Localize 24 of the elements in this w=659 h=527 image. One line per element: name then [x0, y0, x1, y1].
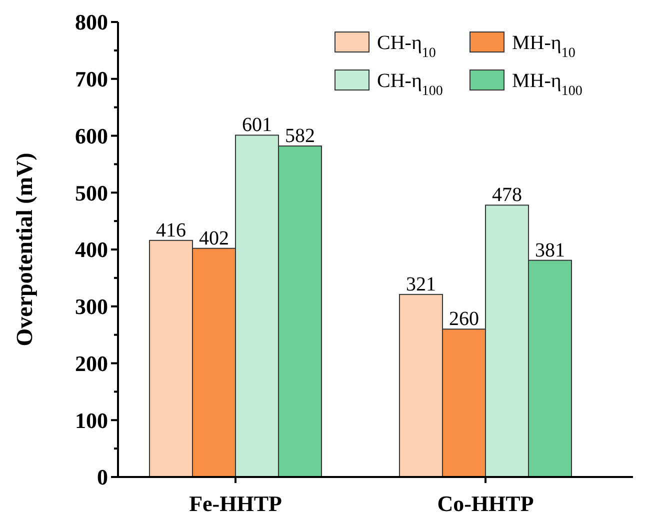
- data-label: 601: [242, 114, 272, 136]
- y-tick-label: 800: [75, 10, 108, 35]
- data-label: 260: [449, 308, 479, 330]
- data-label: 478: [492, 184, 522, 206]
- legend-label: MH-η$_{10}$: [512, 32, 576, 60]
- y-tick-label: 500: [75, 180, 108, 206]
- y-tick-label: 600: [75, 123, 108, 148]
- data-label: 321: [406, 273, 436, 296]
- data-label: 402: [199, 227, 229, 250]
- y-tick-label: 0: [97, 464, 108, 490]
- x-tick-label: Fe-HHTP: [189, 491, 282, 516]
- y-tick-label: 200: [75, 350, 108, 376]
- legend-label: MH-η$_{100}$: [512, 70, 582, 98]
- x-tick-label: Co-HHTP: [437, 491, 534, 516]
- data-label: 582: [285, 124, 315, 147]
- data-label: 381: [535, 239, 565, 262]
- y-tick-label: 100: [75, 408, 108, 433]
- legend-label: CH-η$_{10}$: [377, 32, 436, 60]
- legend-label: CH-η$_{100}$: [377, 70, 443, 98]
- y-tick-label: 300: [75, 294, 108, 320]
- y-tick-label: 400: [75, 237, 108, 262]
- y-tick-label: 700: [75, 66, 108, 92]
- y-axis-title: Overpotential (mV): [12, 152, 37, 346]
- data-label: 416: [156, 219, 186, 242]
